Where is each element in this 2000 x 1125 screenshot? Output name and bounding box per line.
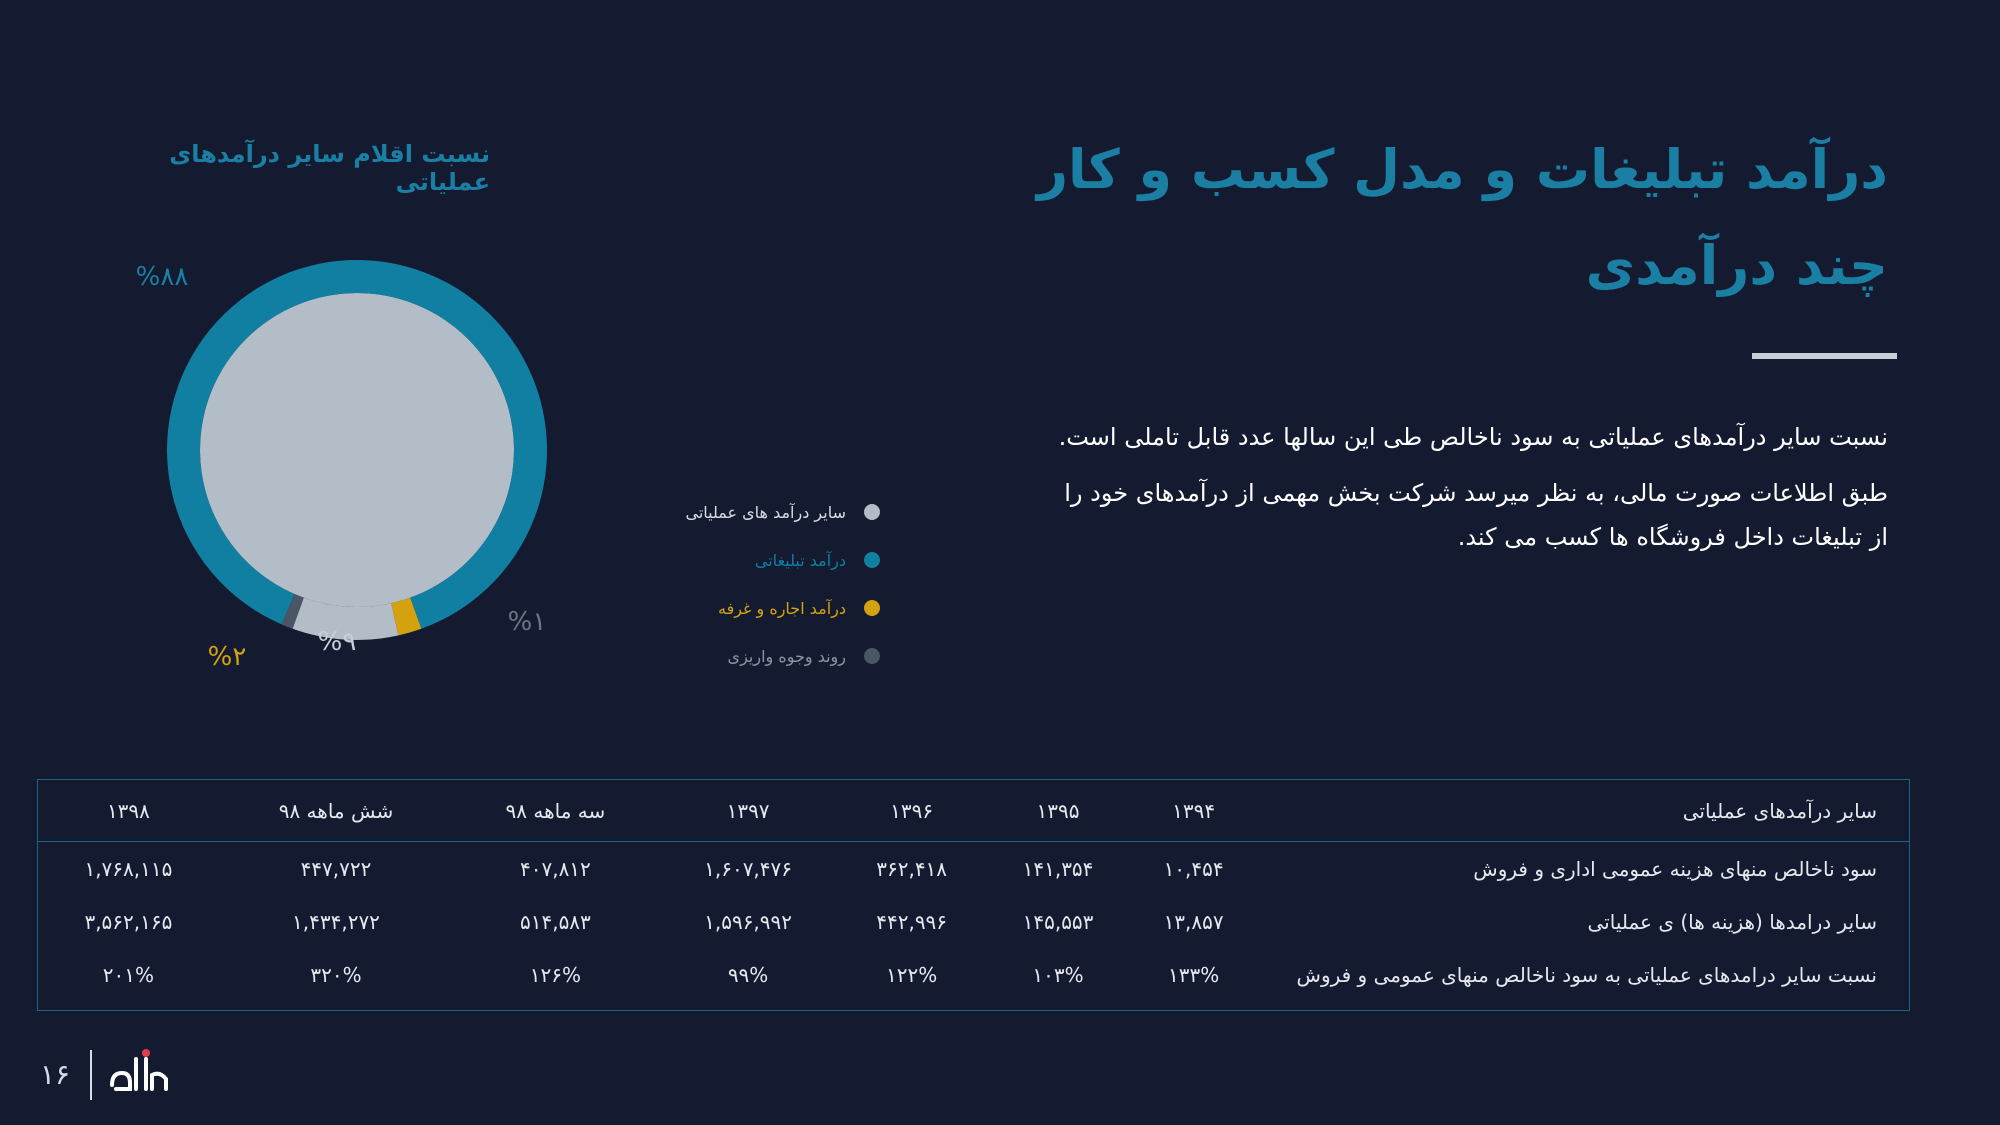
- donut-slice: [292, 597, 399, 641]
- table-cell: ۳۲۰%: [310, 962, 362, 987]
- data-table: سایر درآمدهای عملیاتی ۱۳۹۴ ۱۳۹۵ ۱۳۹۶ ۱۳۹…: [37, 779, 1910, 1011]
- legend-label: درآمد اجاره و غرفه: [718, 598, 846, 618]
- column-header: ۱۳۹۸: [38, 780, 219, 842]
- row-label: سایر درامدها (هزینه ها) ی عملیاتی: [1587, 909, 1877, 934]
- legend-dot: [864, 504, 880, 520]
- legend-item: روند وجوه واریزی: [640, 632, 880, 680]
- row-label: نسبت سایر درامدهای عملیاتی به سود ناخالص…: [1296, 962, 1877, 987]
- table-cell: ۴۴۲,۹۹۶: [876, 909, 948, 934]
- table-row: سود ناخالص منهای هزینه عمومی اداری و فرو…: [38, 842, 1909, 896]
- legend-item: سایر درآمد های عملیاتی: [640, 488, 880, 536]
- column-header: ۱۳۹۴: [1131, 780, 1256, 842]
- legend-label: درآمد تبلیغاتی: [754, 550, 846, 570]
- body-text: نسبت سایر درآمدهای عملیاتی به سود ناخالص…: [1058, 415, 1888, 571]
- table-cell: ۱۰۳%: [1032, 962, 1084, 987]
- table-cell: ۲۰۱%: [102, 962, 155, 987]
- paragraph: طبق اطلاعات صورت مالی، به نظر میرسد شرکت…: [1064, 479, 1888, 551]
- table-cell: ۳,۵۶۲,۱۶۵: [84, 909, 173, 934]
- legend-label: سایر درآمد های عملیاتی: [685, 502, 846, 522]
- table-cell: ۱۳,۸۵۷: [1163, 909, 1224, 934]
- brand-logo-icon: [110, 1049, 168, 1091]
- slice-label: %۹: [318, 627, 357, 657]
- table-cell: ۱,۷۶۸,۱۱۵: [84, 856, 173, 881]
- footer-divider: [90, 1050, 92, 1100]
- table-cell: ۱,۵۹۶,۹۹۲: [704, 909, 793, 934]
- title-divider: [1752, 353, 1897, 359]
- table-cell: ۳۶۲,۴۱۸: [876, 856, 948, 881]
- table-header-label: سایر درآمدهای عملیاتی: [1256, 780, 1909, 842]
- table-header-row: سایر درآمدهای عملیاتی ۱۳۹۴ ۱۳۹۵ ۱۳۹۶ ۱۳۹…: [38, 780, 1909, 842]
- donut-slice: [281, 594, 304, 629]
- table-cell: ۱۲۲%: [886, 962, 938, 987]
- table-cell: ۱۴۵,۵۵۳: [1022, 909, 1094, 934]
- table-cell: ۱۳۳%: [1167, 962, 1220, 987]
- slice-label: %۸۸: [136, 262, 189, 292]
- table-cell: ۱,۶۰۷,۴۷۶: [704, 856, 793, 881]
- table-cell: ۱,۴۳۴,۲۷۲: [292, 909, 380, 934]
- table-cell: ۵۱۴,۵۸۳: [519, 909, 591, 934]
- page-number: ۱۶: [40, 1058, 71, 1091]
- column-header: ۱۳۹۵: [984, 780, 1132, 842]
- column-header: ۱۳۹۷: [657, 780, 839, 842]
- column-header: شش ماهه ۹۸: [218, 780, 454, 842]
- chart-title: نسبت اقلام سایر درآمدهای عملیاتی: [169, 140, 490, 196]
- table-cell: ۴۴۷,۷۲۲: [300, 856, 372, 881]
- table-cell: ۱۲۶%: [529, 962, 582, 987]
- table-row: نسبت سایر درامدهای عملیاتی به سود ناخالص…: [38, 948, 1909, 1001]
- legend-item: درآمد تبلیغاتی: [640, 536, 880, 584]
- table-cell: ۹۹%: [727, 962, 769, 987]
- table-cell: ۱۴۱,۳۵۴: [1022, 856, 1094, 881]
- donut-chart: %۸۸ %۱ %۹ %۲: [136, 260, 547, 672]
- legend-dot: [864, 552, 880, 568]
- legend-item: درآمد اجاره و غرفه: [640, 584, 880, 632]
- donut-slice: [391, 597, 422, 636]
- legend-dot: [864, 600, 880, 616]
- chart-legend: سایر درآمد های عملیاتی درآمد تبلیغاتی در…: [640, 488, 880, 680]
- slice-label: %۲: [208, 642, 247, 672]
- column-header: سه ماهه ۹۸: [453, 780, 658, 842]
- legend-label: روند وجوه واریزی: [727, 646, 846, 666]
- table-cell: ۱۰,۴۵۴: [1163, 856, 1224, 881]
- paragraph: نسبت سایر درآمدهای عملیاتی به سود ناخالص…: [1058, 423, 1888, 451]
- donut-center: [200, 293, 514, 607]
- table-cell: ۴۰۷,۸۱۲: [519, 856, 591, 881]
- page-title: درآمد تبلیغات و مدل کسب و کار چند درآمدی: [1036, 138, 1888, 297]
- table-row: سایر درامدها (هزینه ها) ی عملیاتی ۱۳,۸۵۷…: [38, 895, 1909, 948]
- legend-dot: [864, 648, 880, 664]
- row-label: سود ناخالص منهای هزینه عمومی اداری و فرو…: [1473, 856, 1877, 881]
- column-header: ۱۳۹۶: [838, 780, 985, 842]
- slice-label: %۱: [508, 607, 547, 637]
